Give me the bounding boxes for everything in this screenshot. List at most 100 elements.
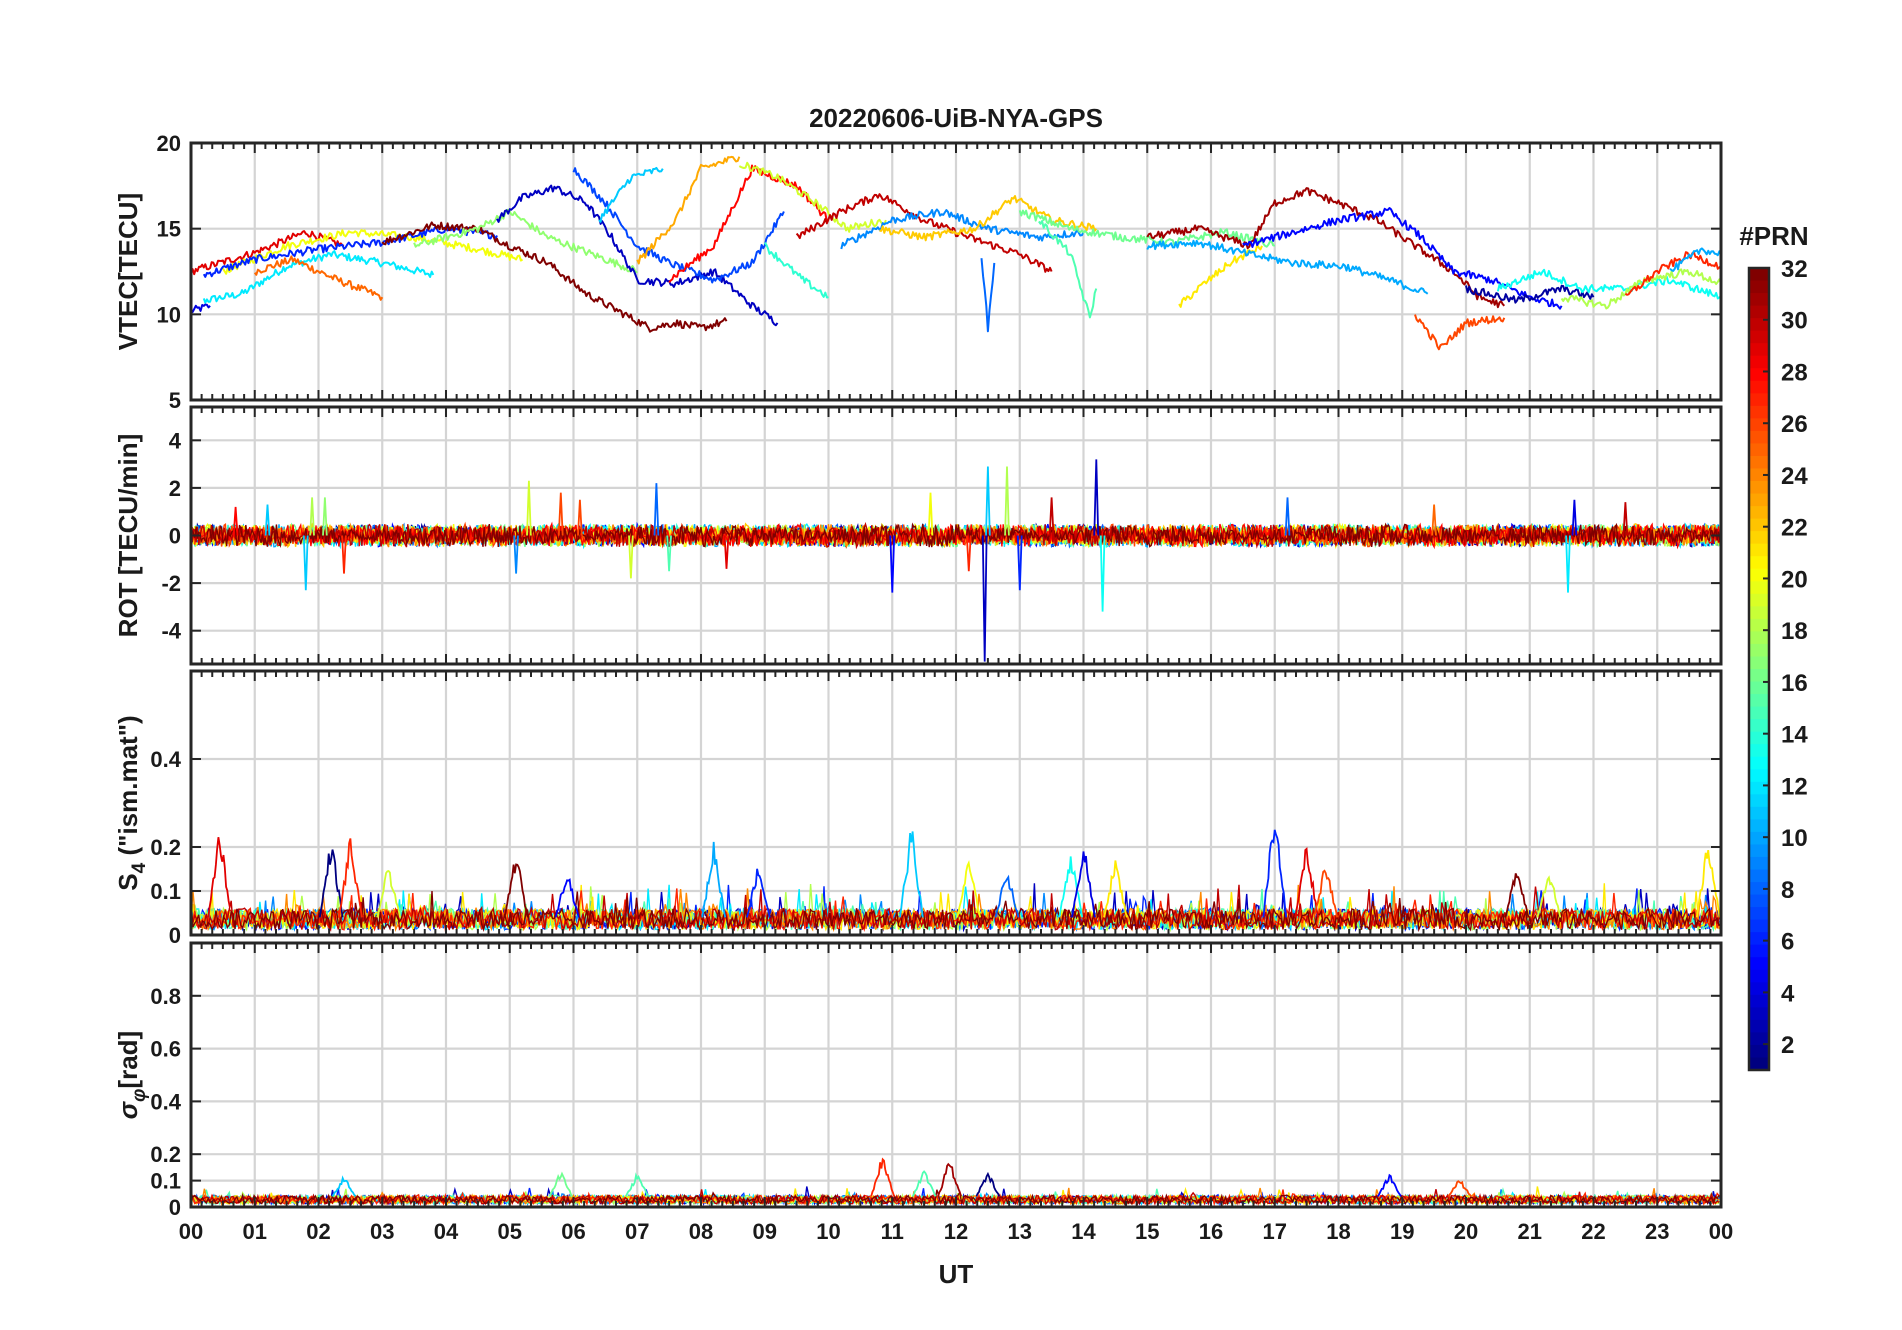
vtec-series-prn-31 [1146,187,1506,309]
s4-peak [554,878,580,918]
y-tick-label: 2 [169,476,181,501]
x-tick-label: 15 [1135,1219,1159,1244]
colorbar-segment [1749,318,1769,332]
rot-spike [1016,535,1023,591]
colorbar-segment [1749,443,1769,457]
y-axis-label-sigma_phi: σφ[rad] [113,1031,150,1119]
colorbar-segment [1749,819,1769,833]
colorbar-segment [1749,719,1769,733]
colorbar-segment [1749,506,1769,520]
colorbar-segment [1749,907,1769,921]
colorbar-tick-label: 6 [1781,929,1794,956]
colorbar-tick-label: 2 [1781,1032,1794,1059]
colorbar-segment [1749,355,1769,369]
rot-spike [526,480,532,536]
colorbar-tick-label: 18 [1781,618,1808,645]
colorbar-segment [1749,656,1769,670]
rot-spike [1004,466,1010,536]
rot-spike [965,535,972,572]
colorbar-tick-label: 20 [1781,566,1808,593]
colorbar-segment [1749,280,1769,294]
x-ticks [190,943,1722,1207]
colorbar-segment [1749,430,1769,445]
colorbar-label: #PRN [1739,221,1808,251]
colorbar-segment [1749,268,1769,282]
s4-peak [994,874,1020,918]
y-tick-label: 0 [169,923,181,948]
rot-spike [322,497,328,536]
x-tick-label: 11 [881,1219,904,1244]
x-tick-label: 16 [1199,1219,1223,1244]
x-tick-label: 18 [1326,1219,1350,1244]
colorbar-segment [1749,368,1769,382]
s4-peak [338,838,363,918]
colorbar-segment [1749,593,1769,607]
colorbar-tick-label: 28 [1781,359,1808,386]
x-tick-label: 19 [1390,1219,1414,1244]
vtec-series-prn-3 [496,184,779,327]
s4-peak [1103,860,1128,918]
vtec-series-prn-26 [1414,314,1506,351]
rot-spike [264,504,271,536]
colorbar-segment [1749,806,1769,820]
rot-spike [985,466,991,536]
panel-vtec: 5 10 15 20 VTEC[TECU] [113,131,1723,413]
colorbar-tick-label: 30 [1781,308,1808,335]
panel-data [191,155,1721,351]
y-axis-label-rot: ROT [TECU/min] [113,434,143,638]
x-tick-label: 00 [1709,1219,1733,1244]
colorbar-segment [1749,343,1769,357]
y-tick-label: 0 [169,1195,181,1220]
rot-spike [341,535,347,574]
y-tick-label: 0.2 [150,835,181,860]
s4-peak [1504,873,1530,918]
s4-peak [1262,829,1288,918]
x-tick-label: 17 [1263,1219,1287,1244]
colorbar-segment [1749,1007,1769,1021]
colorbar-segment [1749,1032,1769,1046]
s4-peak [503,863,529,918]
colorbar-tick-label: 32 [1781,256,1808,283]
x-tick-label: 12 [944,1219,968,1244]
sigma_phi-peak [548,1171,573,1197]
vtec-series-prn-27 [1624,251,1721,296]
s4-peak [746,868,771,918]
vtec-series-prn-12 [202,250,435,304]
s4-peak [376,869,401,918]
x-tick-label: 22 [1581,1219,1605,1244]
rot-spike [628,535,634,579]
sigma_phi-peak [1447,1180,1472,1197]
colorbar-segment [1749,643,1769,658]
colorbar-tick-label: 12 [1781,773,1808,800]
panel-s4: 0 0.1 0.2 0.4S4 ("ism.mat") [113,669,1723,948]
rot-spike [309,497,315,536]
colorbar-segment [1749,831,1769,846]
colorbar-segment [1749,556,1769,570]
colorbar-segment [1749,769,1769,783]
colorbar-tick-label: 8 [1781,877,1794,904]
colorbar-segment [1749,293,1769,307]
vtec-series-prn-19 [738,161,887,233]
sigma_phi-peak [870,1157,896,1197]
x-ticks [190,143,1722,400]
colorbar-segment [1749,869,1769,883]
colorbar-segment [1749,393,1769,407]
rot-spike [1565,535,1571,593]
colorbar-segment [1749,932,1769,946]
sigma_phi-peak [911,1170,937,1197]
colorbar-segment [1749,1044,1769,1059]
rot-spike [723,535,730,569]
rot-spike [1431,504,1437,536]
vtec-series-prn-7 [572,167,785,284]
y-tick-label: 0.8 [150,984,181,1009]
rot-spike [302,535,309,591]
vtec-series-prn-11 [598,166,664,223]
colorbar-segment [1749,1019,1769,1034]
vtec-series-prn-17 [413,208,638,274]
y-axis-label-vtec: VTEC[TECU] [113,193,143,350]
vtec-series-prn-10 [1669,247,1721,272]
s4-peak [1313,869,1339,918]
panel-grid [191,943,1721,1207]
rot-spike [889,535,896,593]
